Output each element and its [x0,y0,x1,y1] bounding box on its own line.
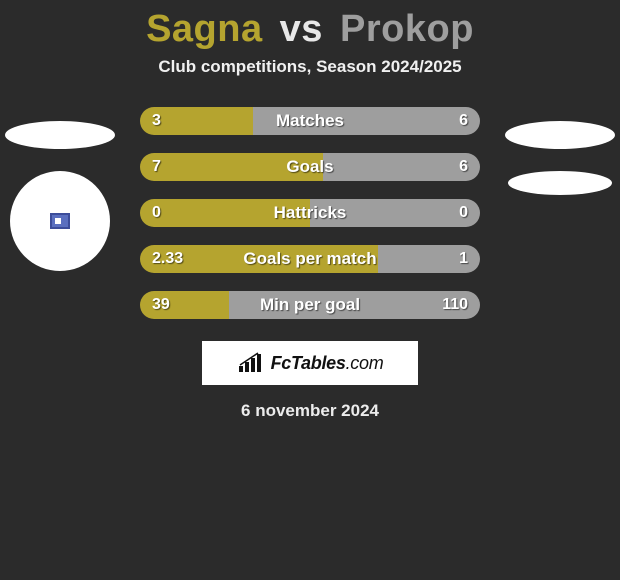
subtitle: Club competitions, Season 2024/2025 [158,57,461,77]
brand-box: FcTables.com [202,341,418,385]
stat-row: 7 6 Goals [140,153,480,181]
brand-text: FcTables.com [271,353,384,374]
brand-name: FcTables [271,353,346,373]
stat-label: Hattricks [274,203,347,223]
stat-value-right: 0 [459,204,468,222]
stat-value-right: 110 [442,296,468,314]
title-player2: Prokop [340,8,474,50]
stat-label: Min per goal [260,295,360,315]
stat-value-left: 0 [152,204,161,222]
flag-icon [50,213,70,229]
player2-badge-placeholder [508,171,612,195]
stat-value-left: 3 [152,112,161,130]
stat-bar-right [323,153,480,181]
player1-badge [10,171,110,271]
stat-value-right: 1 [459,250,468,268]
stat-value-left: 2.33 [152,250,183,268]
stat-value-right: 6 [459,158,468,176]
stat-label: Goals [286,157,333,177]
stat-label: Matches [276,111,344,131]
title-player1: Sagna [146,8,263,50]
brand-domain: .com [346,353,384,373]
stat-value-left: 7 [152,158,161,176]
stat-row: 2.33 1 Goals per match [140,245,480,273]
date-text: 6 november 2024 [241,401,379,421]
player2-name-placeholder [505,121,615,149]
bars-icon [237,352,265,374]
stat-label: Goals per match [243,249,376,269]
stat-value-right: 6 [459,112,468,130]
player2-avatar-col [500,121,620,195]
player1-name-placeholder [5,121,115,149]
stat-value-left: 39 [152,296,170,314]
stat-row: 39 110 Min per goal [140,291,480,319]
stat-row: 0 0 Hattricks [140,199,480,227]
title-vs: vs [280,8,323,50]
stat-row: 3 6 Matches [140,107,480,135]
title: Sagna vs Prokop [146,8,474,51]
player1-avatar-col [0,121,120,271]
